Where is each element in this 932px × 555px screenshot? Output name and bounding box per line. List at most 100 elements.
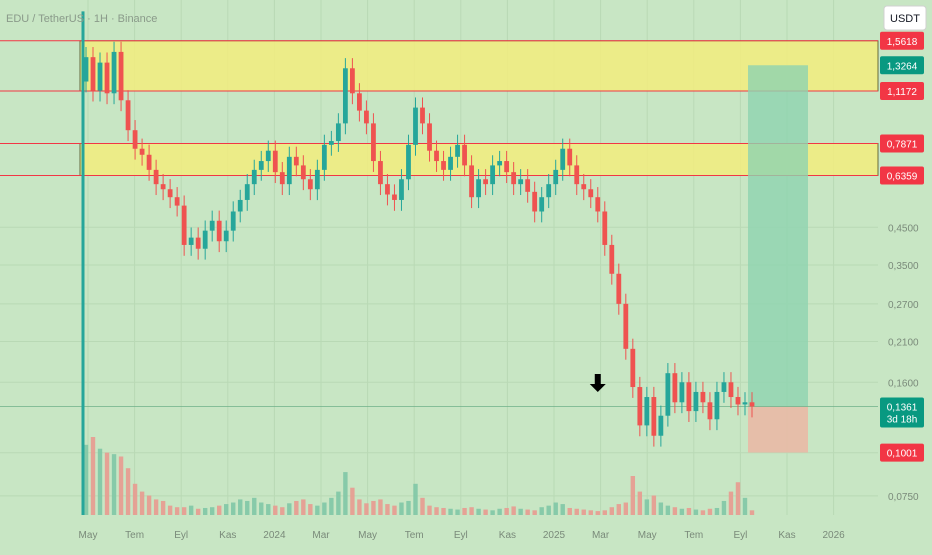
candle-body [448,156,453,170]
volume-bar [139,491,145,515]
candle-body [392,194,397,200]
volume-bar [651,495,657,515]
volume-bar [118,456,124,515]
volume-bar [553,502,558,515]
volume-bar [315,505,320,515]
candle-body [83,57,89,82]
volume-bar [336,491,341,515]
volume-bar [132,483,138,515]
volume-bar [476,508,481,515]
candle-body [497,161,503,166]
volume-bar [525,509,530,515]
volume-bar [202,507,208,515]
candle-body [644,397,650,426]
volume-bar [308,504,313,515]
volume-bar [266,504,271,515]
time-tick-label: Kas [219,530,236,541]
volume-bar [728,491,734,515]
candle-body [90,57,96,91]
time-tick-label: Kas [499,530,516,541]
candle-body [350,68,355,94]
volume-bar [167,505,173,515]
candle-body [399,179,404,200]
volume-bar [714,507,720,515]
volume-bar [252,497,257,515]
profit-zone [748,65,808,407]
volume-bar [399,502,404,515]
volume-bar [623,502,629,515]
volume-bar [153,499,159,515]
volume-bar [343,472,348,515]
price-label-text: 1,5618 [887,37,918,48]
volume-bar [238,499,243,515]
volume-bar [735,482,741,515]
price-label-box [880,56,924,75]
time-tick-label: Eyl [454,530,468,541]
volume-bar [637,491,643,515]
volume-bar [259,502,264,515]
candle-body [216,220,222,242]
candle-body [111,51,117,94]
price-tick-label: 0,1600 [888,378,919,389]
price-label-text: 1,3264 [887,61,918,72]
volume-bar [581,509,586,515]
volume-bar [385,504,390,515]
currency-button[interactable]: USDT [883,5,927,31]
time-tick-label: Mar [312,530,330,541]
candle-body [146,154,152,170]
candle-body [385,184,390,195]
volume-bar [181,507,187,515]
time-tick-label: 2026 [822,530,845,541]
volume-bar [560,504,565,515]
volume-bar [595,511,600,515]
candle-body [427,123,432,151]
volume-bar [672,507,678,515]
price-label-box [880,443,924,462]
time-tick-label: May [358,530,377,541]
time-axis[interactable]: May Tem Eyl Kas 2024 Mar May Tem Eyl Kas 2025 Mar Ma… [79,530,846,541]
candle-body [686,382,692,412]
price-label-box [880,166,924,185]
candle-body [714,391,720,420]
candle-body [623,303,629,349]
candle-body [476,179,481,198]
volume-bar [721,500,727,515]
volume-bar [539,507,544,515]
time-tick-label: Tem [405,530,424,541]
candle-body [490,165,496,185]
candle-body [679,382,685,403]
price-candles [81,11,755,515]
price-tick-label: 0,4500 [888,223,919,234]
volume-bar [462,507,467,515]
long-position-tool[interactable] [0,65,878,453]
annotations [589,373,606,392]
candle-body [153,169,159,185]
volume-bar [455,509,460,515]
volume-bar [490,510,495,515]
time-tick-label: May [79,530,98,541]
volume-bar [174,507,180,515]
volume-bar [749,510,755,515]
candle-body [371,123,376,162]
volume-bar [224,504,229,515]
candle-body [139,148,145,155]
candle-body [504,161,510,173]
volume-bar [546,505,551,515]
candle-body [357,93,362,111]
volume-bar [441,507,446,515]
price-label-box [880,81,924,100]
volume-bar [665,505,671,515]
candle-body [511,172,517,185]
time-tick-label: Eyl [733,530,747,541]
volume-bar [511,506,516,515]
candle-body [553,169,559,185]
price-axis[interactable]: 0,07500,10000,16000,21000,27000,35000,45… [880,31,924,503]
candle-body [328,141,334,145]
volume-bar [245,500,250,515]
volume-bar [209,507,215,515]
volume-bar [406,500,411,515]
candle-body [574,165,580,185]
candle-body [265,150,271,162]
